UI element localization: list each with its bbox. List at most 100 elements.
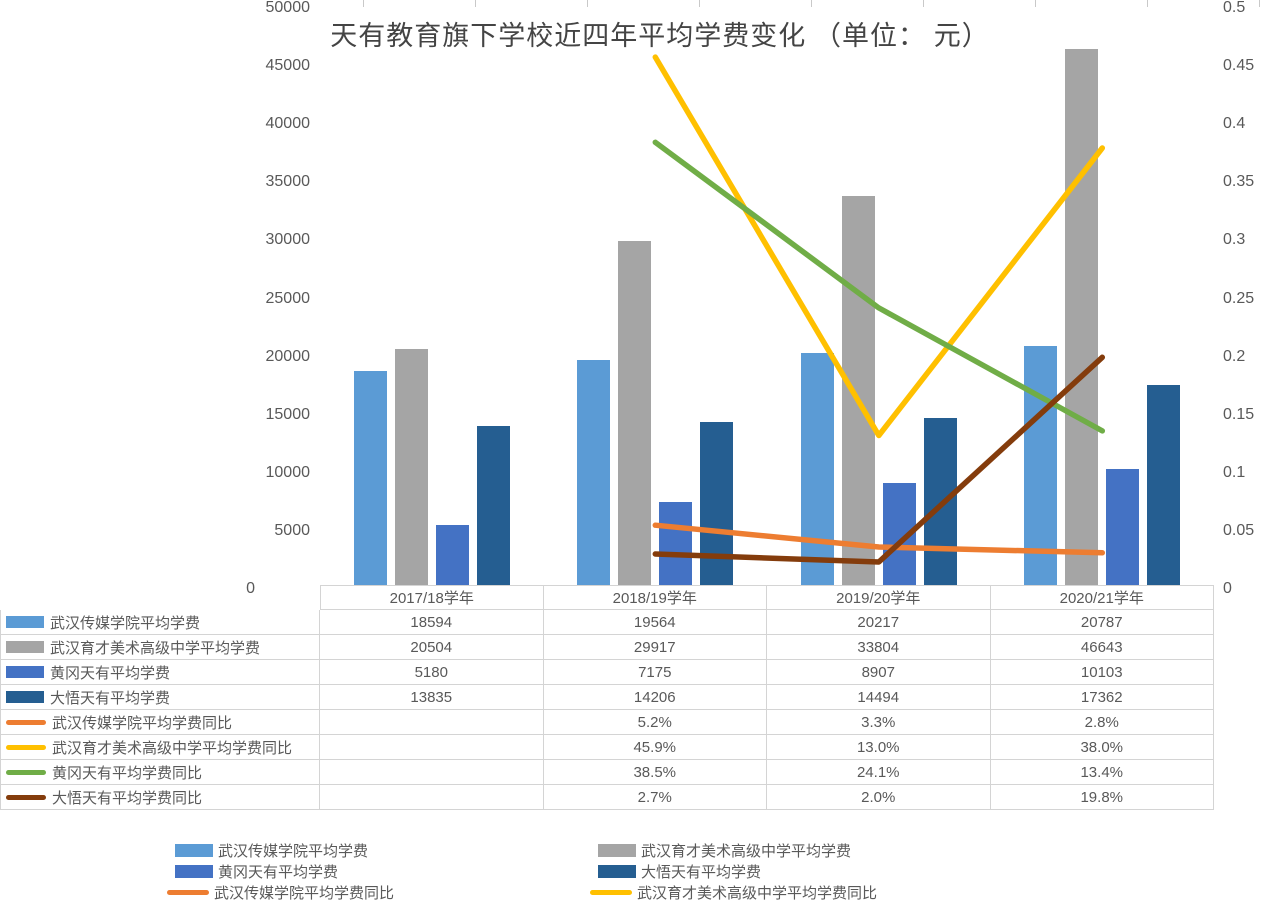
y-axis-right-tick-label: 0: [1223, 580, 1232, 597]
bar-武汉传媒学院平均学费-2020/21学年: [1024, 345, 1058, 585]
bar-大悟天有平均学费-2020/21学年: [1147, 385, 1181, 585]
table-value-cell: 17362: [990, 685, 1214, 710]
chart-title: 天有教育旗下学校近四年平均学费变化 （单位： 元）: [330, 21, 990, 51]
worksheet-gridline-tick: [923, 0, 924, 7]
bar-swatch-icon: [6, 666, 44, 678]
table-value-cell: 2.7%: [543, 785, 767, 810]
y-axis-left-tick-label: 50000: [265, 0, 311, 16]
bar-swatch-icon: [175, 864, 213, 878]
y-axis-left-tick-label: 25000: [265, 289, 311, 307]
legend-item-label: 黄冈天有平均学费: [218, 863, 339, 881]
legend-item: 大悟天有平均学费: [598, 862, 762, 881]
worksheet-gridline-tick: [587, 0, 588, 7]
table-value-cell: 20217: [767, 610, 991, 635]
table-value-cell: 3.3%: [767, 710, 991, 735]
table-value-cell: 38.5%: [543, 760, 767, 785]
table-value-cell: 2.0%: [767, 785, 991, 810]
legend-item-label: 武汉传媒学院平均学费同比: [214, 884, 395, 902]
legend-item: 黄冈天有平均学费: [175, 862, 339, 881]
bar-黄冈天有平均学费-2018/19学年: [659, 502, 693, 585]
line-swatch-icon: [6, 719, 46, 725]
y-axis-right-tick-label: 0.1: [1223, 463, 1246, 481]
table-row-label: 武汉传媒学院平均学费同比: [0, 710, 320, 735]
y-axis-right-tick-label: 0.5: [1223, 0, 1246, 16]
bar-武汉传媒学院平均学费-2018/19学年: [577, 360, 611, 585]
legend-item-label: 武汉育才美术高级中学平均学费: [641, 842, 852, 860]
y-axis-left-tick-label: 0: [246, 580, 255, 597]
y-axis-left-tick-label: 15000: [265, 405, 311, 423]
table-value-cell: 38.0%: [990, 735, 1214, 760]
table-row-label-text: 大悟天有平均学费同比: [52, 789, 203, 807]
legend-item-label: 武汉育才美术高级中学平均学费同比: [637, 884, 878, 902]
table-row-label: 大悟天有平均学费同比: [0, 785, 320, 810]
table-value-cell: [320, 735, 544, 760]
table-value-cell: [320, 760, 544, 785]
bar-黄冈天有平均学费-2020/21学年: [1106, 468, 1140, 585]
y-axis-right-tick-label: 0.2: [1223, 347, 1246, 365]
table-header-2018/19学年: 2018/19学年: [543, 585, 767, 610]
y-axis-left-tick-label: 40000: [265, 115, 311, 133]
worksheet-gridline-tick: [1147, 0, 1148, 7]
y-axis-right-tick-label: 0.4: [1223, 115, 1246, 133]
worksheet-gridline-tick: [363, 0, 364, 7]
table-value-cell: 7175: [543, 660, 767, 685]
table-row-label-text: 大悟天有平均学费: [50, 689, 171, 707]
table-value-cell: 19.8%: [990, 785, 1214, 810]
line-swatch-icon: [6, 744, 46, 750]
legend-item-label: 武汉传媒学院平均学费: [218, 842, 369, 860]
table-value-cell: 14206: [543, 685, 767, 710]
worksheet-gridline-tick: [475, 0, 476, 7]
y-axis-right-tick-label: 0.35: [1223, 173, 1255, 191]
bar-swatch-icon: [6, 616, 44, 628]
line-swatch-icon: [590, 889, 632, 895]
table-header-2019/20学年: 2019/20学年: [767, 585, 991, 610]
table-row-label-text: 黄冈天有平均学费同比: [52, 764, 203, 782]
bar-swatch-icon: [6, 691, 44, 703]
y-axis-right-tick-label: 0.15: [1223, 405, 1255, 423]
bar-swatch-icon: [175, 843, 213, 857]
table-header-2017/18学年: 2017/18学年: [320, 585, 544, 610]
table-row-label-text: 武汉育才美术高级中学平均学费: [50, 639, 261, 657]
table-value-cell: 13835: [320, 685, 544, 710]
table-value-cell: [320, 710, 544, 735]
legend-item: 武汉传媒学院平均学费: [175, 841, 369, 860]
table-value-cell: 5.2%: [543, 710, 767, 735]
table-value-cell: 33804: [767, 635, 991, 660]
y-axis-left-tick-label: 35000: [265, 173, 311, 191]
table-row-label-text: 武汉传媒学院平均学费同比: [52, 714, 233, 732]
bar-黄冈天有平均学费-2019/20学年: [882, 482, 916, 585]
data-table: 2017/18学年 2018/19学年 2019/20学年 2020/21学年 武汉传媒…: [0, 585, 1214, 810]
bar-武汉育才美术高级中学平均学费-2019/20学年: [841, 196, 875, 585]
y-axis-left-tick-label: 5000: [274, 521, 310, 539]
table-row-label: 大悟天有平均学费: [0, 685, 320, 710]
table-value-cell: 20504: [320, 635, 544, 660]
worksheet-gridline-tick: [1259, 0, 1260, 7]
table-value-cell: 45.9%: [543, 735, 767, 760]
worksheet-gridline-tick: [699, 0, 700, 7]
bar-武汉传媒学院平均学费-2017/18学年: [353, 371, 387, 585]
worksheet-gridline-tick: [1035, 0, 1036, 7]
y-axis-right-tick-label: 0.25: [1223, 289, 1255, 307]
y-axis-right-tick-label: 0.45: [1223, 57, 1255, 75]
table-value-cell: 29917: [543, 635, 767, 660]
y-axis-right-tick-label: 0.05: [1223, 521, 1255, 539]
table-row-label-text: 黄冈天有平均学费: [50, 664, 171, 682]
table-value-cell: 8907: [767, 660, 991, 685]
legend-item-label: 大悟天有平均学费: [641, 863, 762, 881]
y-axis-left-tick-label: 10000: [265, 463, 311, 481]
bar-武汉育才美术高级中学平均学费-2018/19学年: [618, 240, 652, 585]
line-swatch-icon: [6, 794, 46, 800]
bar-swatch-icon: [6, 641, 44, 653]
table-row-label: 武汉传媒学院平均学费: [0, 610, 320, 635]
table-value-cell: 13.0%: [767, 735, 991, 760]
table-row-label-text: 武汉育才美术高级中学平均学费同比: [52, 739, 293, 757]
table-value-cell: 19564: [543, 610, 767, 635]
table-row-label: 黄冈天有平均学费同比: [0, 760, 320, 785]
y-axis-left-tick-label: 30000: [265, 231, 311, 249]
table-value-cell: 5180: [320, 660, 544, 685]
table-row-label: 武汉育才美术高级中学平均学费同比: [0, 735, 320, 760]
worksheet-gridline-tick: [811, 0, 812, 7]
bar-swatch-icon: [598, 864, 636, 878]
bar-黄冈天有平均学费-2017/18学年: [435, 525, 469, 585]
